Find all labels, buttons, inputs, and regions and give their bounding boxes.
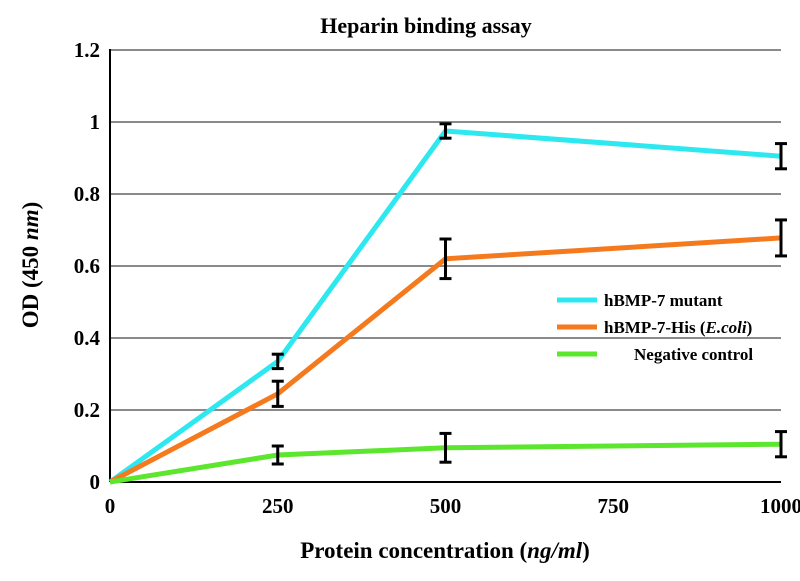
y-tick-label: 1: [90, 110, 101, 134]
error-bar-s1-p2: [439, 122, 452, 140]
error-bar-s1-p1: [271, 352, 284, 371]
error-bar-s2-p2: [439, 237, 452, 281]
x-axis-ticks: 0 250 500 750 1000: [105, 494, 800, 518]
legend: hBMP-7 mutant hBMP-7-His (E.coli) Negative…: [557, 291, 753, 364]
legend-label: Negative control: [634, 345, 753, 364]
legend-item-1: hBMP-7 mutant: [557, 291, 723, 310]
y-tick-label: 0.6: [74, 254, 100, 278]
legend-label: hBMP-7 mutant: [604, 291, 723, 310]
series-line-2: [108, 235, 782, 485]
error-bar-s3-p1: [271, 444, 284, 466]
error-bar-s1-p3: [775, 142, 787, 171]
y-tick-label: 0: [90, 470, 101, 494]
y-axis-title: OD (450 nm): [18, 202, 43, 329]
x-tick-label: 1000: [760, 494, 800, 518]
x-tick-label: 250: [262, 494, 294, 518]
data-series: [108, 128, 782, 485]
legend-label: hBMP-7-His (E.coli): [604, 318, 752, 337]
error-bar-s3-p2: [439, 431, 452, 464]
legend-item-2: hBMP-7-His (E.coli): [557, 318, 752, 337]
y-tick-label: 0.8: [74, 182, 100, 206]
y-tick-label: 0.4: [74, 326, 101, 350]
y-tick-label: 1.2: [74, 38, 100, 62]
y-axis-ticks: 0 0.2 0.4 0.6 0.8 1 1.2: [74, 38, 101, 494]
error-bar-s2-p1: [271, 379, 284, 408]
error-bar-s3-p3: [775, 430, 787, 459]
x-tick-label: 0: [105, 494, 116, 518]
x-axis-title: Protein concentration (ng/ml): [300, 538, 590, 563]
y-tick-label: 0.2: [74, 398, 100, 422]
chart-title: Heparin binding assay: [320, 13, 532, 38]
series-line-1: [108, 128, 782, 485]
x-tick-label: 750: [598, 494, 630, 518]
series-line-3: [109, 441, 782, 485]
error-bar-s2-p3: [775, 218, 787, 258]
legend-item-3: Negative control: [557, 345, 753, 364]
x-tick-label: 500: [430, 494, 462, 518]
axes: [109, 49, 781, 483]
error-bars: [271, 122, 787, 466]
